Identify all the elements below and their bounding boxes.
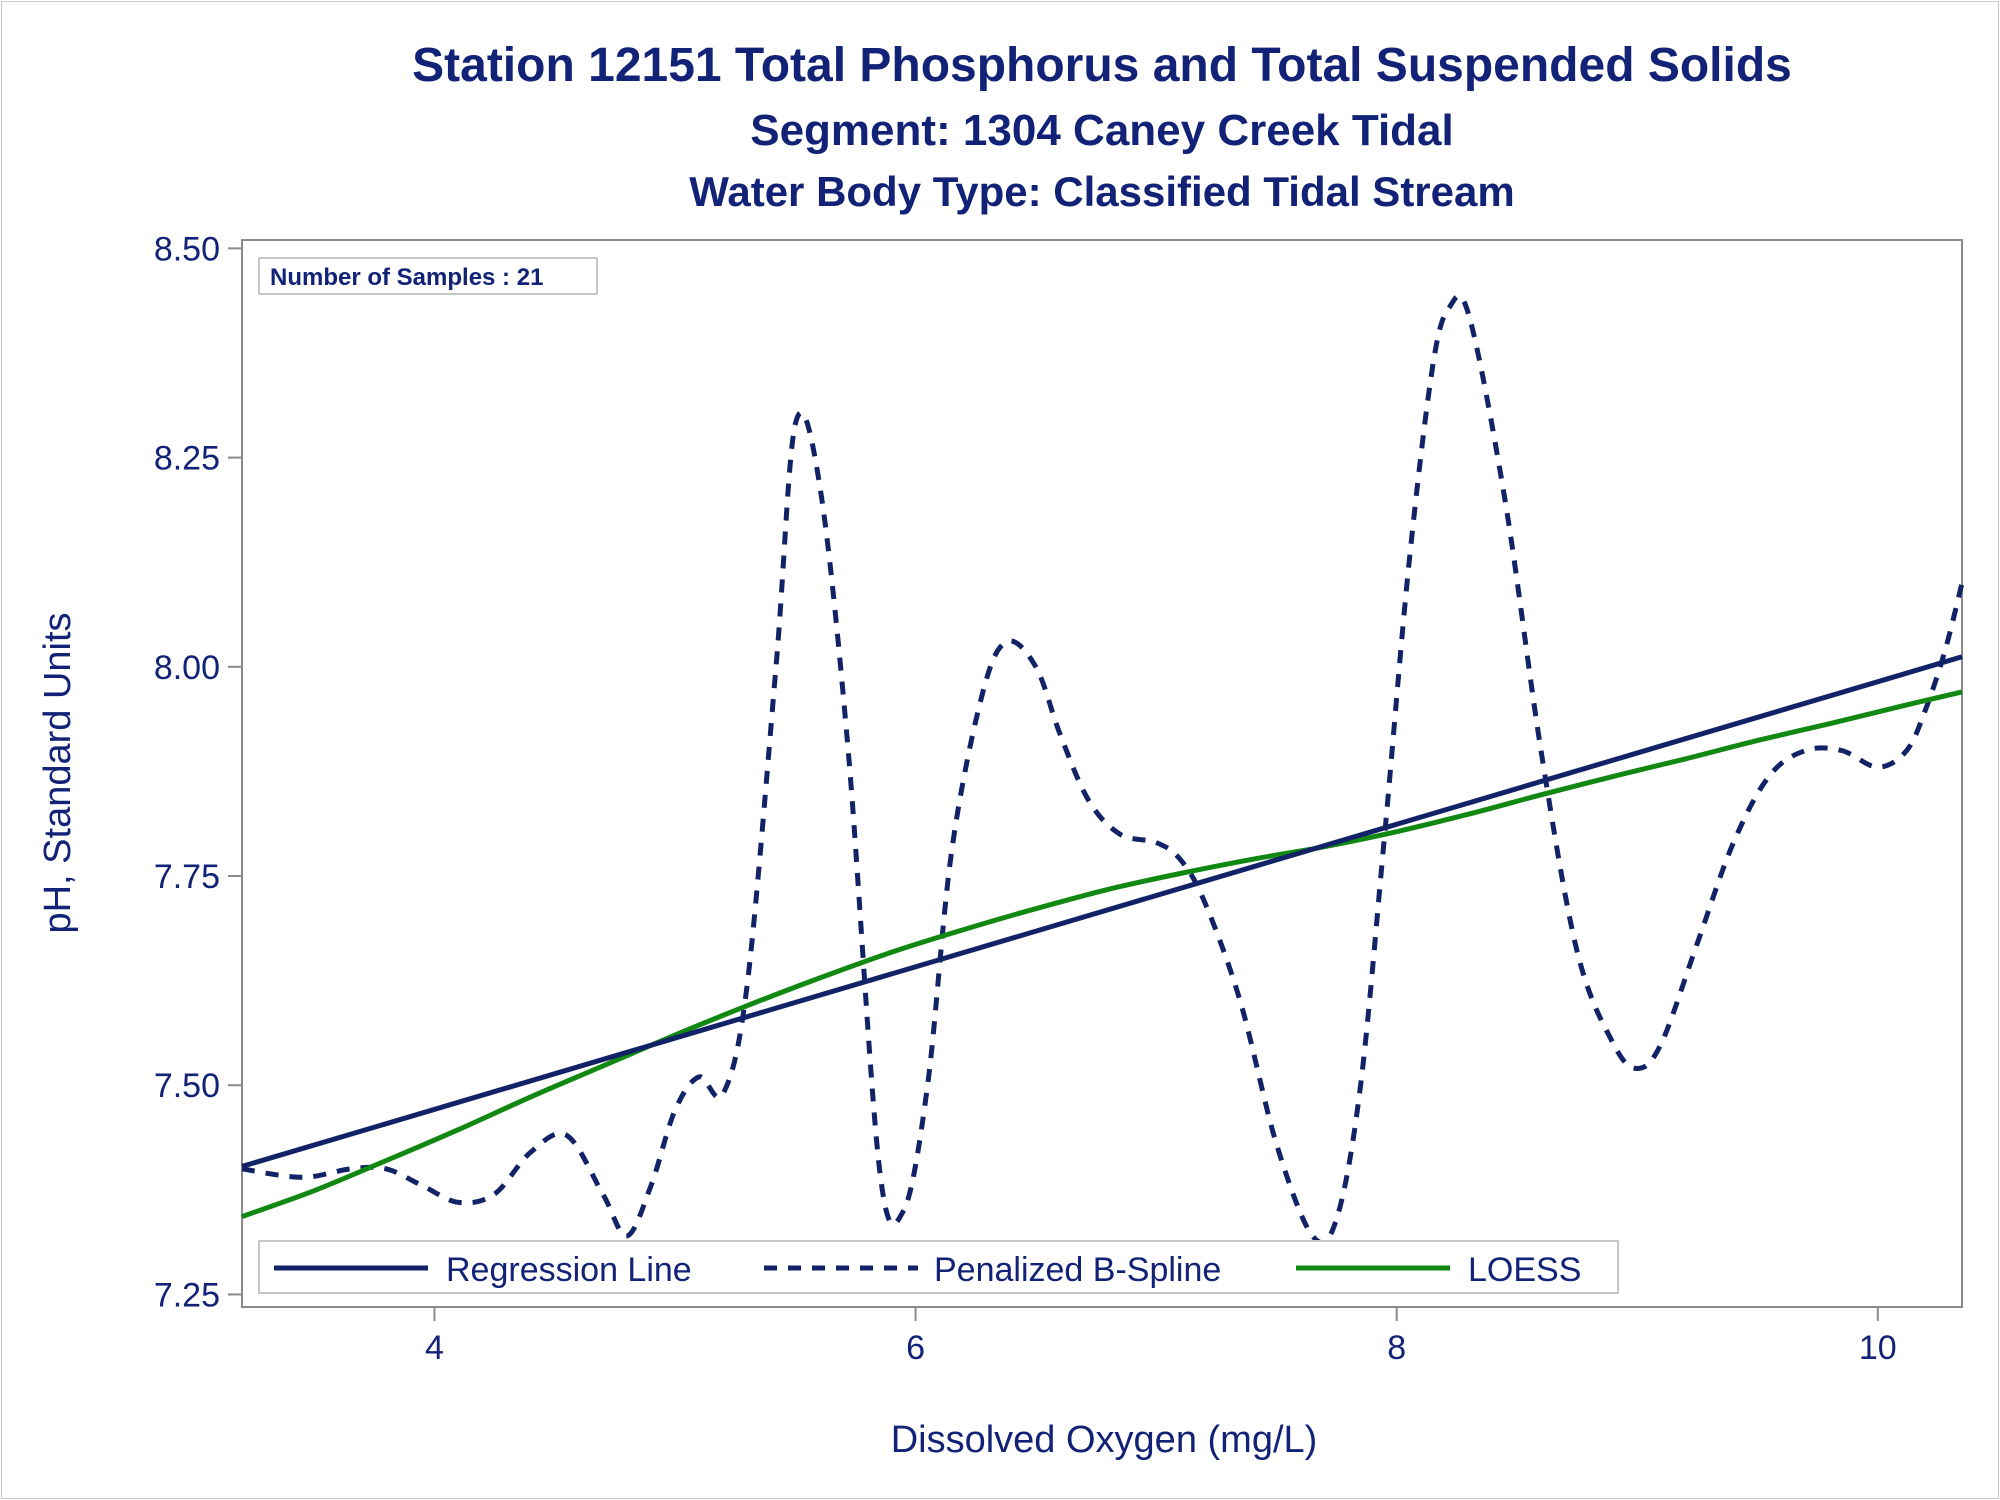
chart-title: Station 12151 Total Phosphorus and Total… bbox=[412, 39, 1792, 92]
y-tick-label: 7.75 bbox=[154, 858, 220, 896]
x-axis: 4 6 8 10 bbox=[425, 1307, 1897, 1367]
series-layer bbox=[241, 293, 1965, 1246]
x-tick-label: 4 bbox=[425, 1329, 444, 1367]
y-tick-label: 7.50 bbox=[154, 1067, 220, 1105]
y-tick-label: 8.25 bbox=[154, 440, 220, 478]
x-tick-label: 6 bbox=[906, 1329, 925, 1367]
x-tick-label: 8 bbox=[1387, 1329, 1406, 1367]
x-tick-label: 10 bbox=[1859, 1329, 1897, 1367]
y-axis-title: pH, Standard Units bbox=[37, 612, 79, 933]
legend-label-loess: LOESS bbox=[1468, 1251, 1581, 1289]
x-axis-title: Dissolved Oxygen (mg/L) bbox=[891, 1419, 1318, 1461]
legend: Regression Line Penalized B-Spline LOESS bbox=[258, 1240, 1619, 1294]
y-axis: 7.25 7.50 7.75 8.00 8.25 8.50 bbox=[154, 230, 242, 1314]
y-tick-label: 7.25 bbox=[154, 1276, 220, 1314]
chart-subtitle: Segment: 1304 Caney Creek Tidal bbox=[750, 106, 1454, 155]
legend-label-regression: Regression Line bbox=[446, 1251, 692, 1289]
penalized-b-spline-line bbox=[241, 293, 1965, 1246]
legend-label-spline: Penalized B-Spline bbox=[934, 1251, 1221, 1289]
plot-area bbox=[241, 239, 1963, 1308]
sample-count-box: Number of Samples : 21 bbox=[258, 257, 598, 295]
sample-count-label: Number of Samples : 21 bbox=[270, 264, 543, 291]
chart-subtitle-2: Water Body Type: Classified Tidal Stream bbox=[689, 168, 1515, 215]
loess-line bbox=[241, 689, 1963, 1219]
y-tick-label: 8.50 bbox=[154, 230, 220, 268]
y-tick-label: 8.00 bbox=[154, 649, 220, 687]
regression-line bbox=[241, 654, 1963, 1169]
